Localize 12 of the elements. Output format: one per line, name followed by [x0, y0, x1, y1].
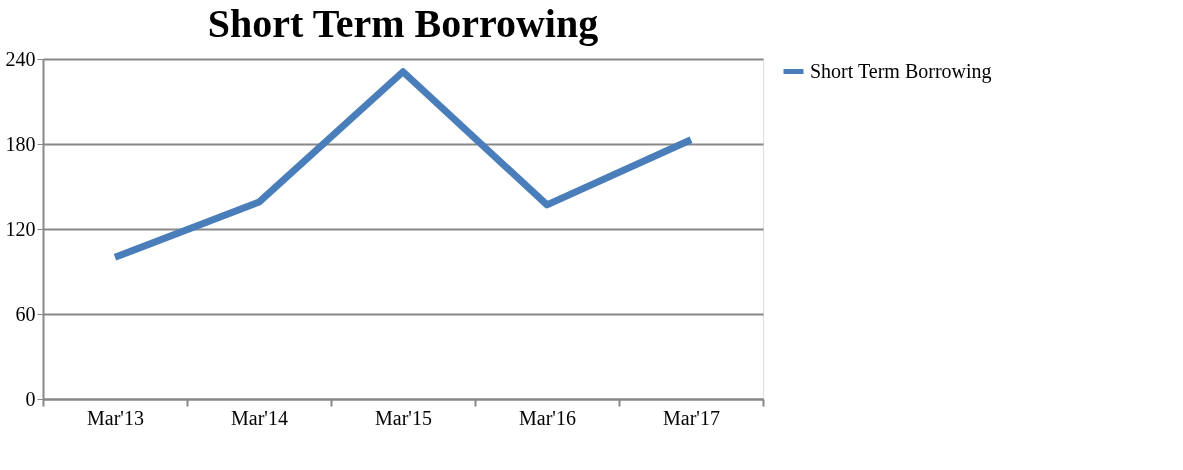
y-tick-label: 180: [5, 132, 36, 155]
chart-title: Short Term Borrowing: [207, 1, 599, 46]
y-tick-label: 0: [25, 387, 36, 410]
x-tick-label: Mar'17: [663, 406, 720, 429]
x-tick-label: Mar'14: [231, 406, 288, 429]
x-tick-label: Mar'15: [375, 406, 432, 429]
y-tick-label: 120: [5, 217, 36, 240]
y-tick-label: 240: [5, 47, 36, 70]
y-tick-label: 60: [15, 302, 36, 325]
x-tick-label: Mar'13: [87, 406, 144, 429]
legend-label: Short Term Borrowing: [810, 59, 992, 83]
x-tick-label: Mar'16: [519, 406, 576, 429]
